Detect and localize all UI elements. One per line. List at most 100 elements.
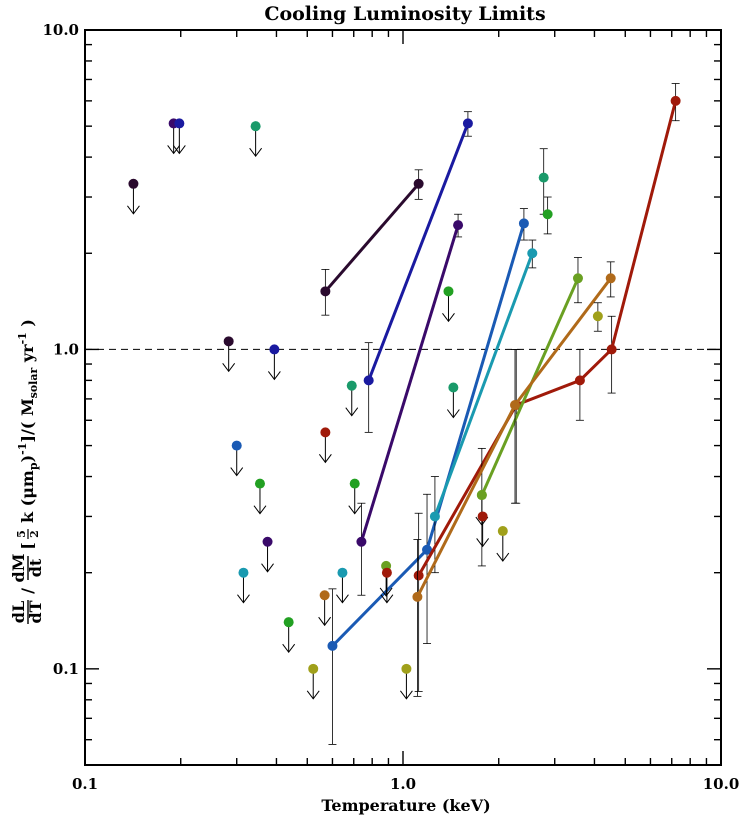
limit-arrow-head [379,587,393,597]
series-line [359,224,460,543]
limit-point [381,567,392,578]
ylabel-slash: / [18,588,37,594]
limit-arrow-head [306,690,320,700]
ylabel-middle: k (μm [18,470,37,523]
limit-arrow-head [496,552,510,562]
series-9 [412,261,616,697]
limit-arrow-head [446,409,460,419]
data-point [509,399,520,410]
data-point [542,209,553,220]
ylabel-units-open: ]/( M [18,398,37,442]
limit-arrow-head [282,643,296,654]
data-point [527,248,538,259]
series-line [433,252,534,517]
series-6 [542,196,553,235]
limit-arrow-head [237,594,250,604]
data-point [412,591,423,602]
data-point [538,172,549,183]
limit-arrow-head [318,454,332,464]
upper-limit [237,567,250,604]
limit-arrow-head [127,205,140,215]
data-point [327,640,338,651]
y-tick-label: 10.0 [42,21,79,39]
ylabel-frac3-num: 5 [15,530,28,538]
upper-limit [267,344,281,381]
series-2 [356,213,464,596]
series-0 [320,169,424,316]
series-3 [327,208,529,745]
limit-arrow-head [261,563,274,573]
data-point [320,286,331,297]
series-1 [363,111,473,433]
x-tick-label: 10.0 [703,775,740,793]
limit-arrow-head [336,594,349,604]
limit-point [308,663,319,674]
data-point [413,178,424,189]
upper-limit [348,478,362,515]
upper-limit [318,590,332,627]
limit-point [476,490,487,501]
limit-arrow-head [249,147,263,157]
ylabel-units-sup: -1 [16,332,29,344]
limit-point [254,478,265,489]
limit-arrow-head [348,505,362,515]
upper-limit [446,382,460,419]
ylabel-bracket: [ [18,542,37,550]
limit-arrow-head [172,145,186,155]
series-line [367,122,470,381]
limit-point [448,382,459,393]
limit-point [349,478,360,489]
limit-point [443,286,454,297]
ylabel-units-sub: solar [27,368,40,399]
data-point [592,311,603,322]
data-point [453,220,464,231]
x-axis-label: Temperature (keV) [321,796,490,815]
upper-limit [306,663,320,700]
upper-limit [127,178,140,215]
data-point [356,536,367,547]
upper-limit [249,121,263,157]
x-tick-label: 1.0 [390,775,416,793]
data-point [422,544,433,555]
series-10 [592,302,603,332]
limit-arrow-head [400,690,413,700]
series-line [416,277,612,598]
limit-arrow-head [318,616,332,627]
limit-arrow-head [167,145,181,155]
upper-limit [282,617,296,654]
limit-point [223,336,234,347]
upper-limit [380,567,394,604]
data-point [574,375,585,386]
data-point [413,570,424,581]
limit-point [174,118,185,129]
ylabel-units-end: yr [18,344,37,368]
data-point [462,118,473,129]
data-point [572,273,583,284]
data-point [605,273,616,284]
series-line [324,182,420,293]
data-point [670,95,681,106]
limit-point [401,663,412,674]
limit-arrow-head [345,407,359,417]
ylabel-middle-sup: -1 [16,443,29,455]
ylabel-middle-end: ) [18,455,37,463]
plot-area [85,83,721,745]
limit-point [346,380,357,391]
series-line [417,100,678,577]
data-point [518,218,529,229]
upper-limit [400,663,413,700]
y-tick-label: 0.1 [53,660,79,678]
upper-limit [230,440,244,477]
data-point [363,375,374,386]
limit-arrow-head [442,313,455,323]
limit-point [320,427,331,438]
ylabel-frac3-den: 2 [28,530,41,538]
upper-limit [345,380,359,417]
series-8 [476,257,583,567]
data-point [429,511,440,522]
chart-title: Cooling Luminosity Limits [264,3,545,25]
limit-point [238,567,249,578]
upper-limit [253,478,267,515]
limit-point [497,526,508,537]
